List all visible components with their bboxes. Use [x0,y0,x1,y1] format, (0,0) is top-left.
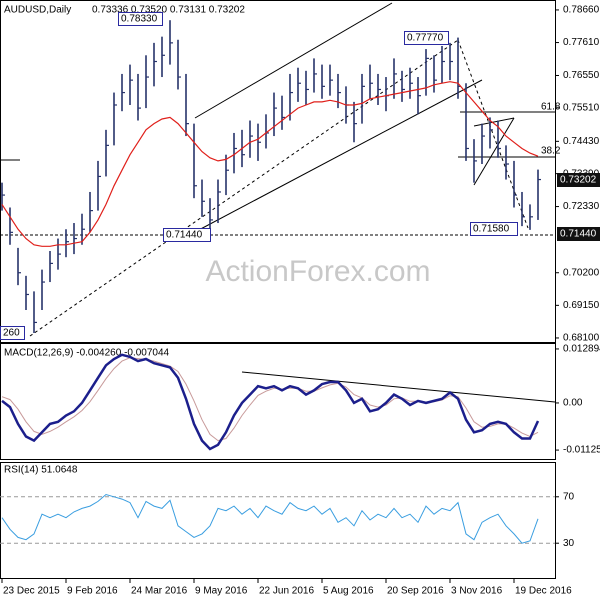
triangle-upper [473,117,515,127]
annotation-box [404,31,449,45]
watermark: ActionForex.com [205,255,430,288]
x-tick-label: 9 May 2016 [195,586,248,597]
macd-title: MACD(12,26,9) -0.004260 -0.007044 [4,348,170,359]
rsi-line [1,493,539,544]
decline-dashed [457,39,529,229]
annotation-box [0,326,25,340]
x-tick-label: 20 Sep 2016 [387,586,444,597]
annotation: 0.77770 [407,33,444,44]
annotation-box [470,222,518,236]
macd-panel [0,343,556,460]
price-panel [0,0,556,343]
y-tick-label: 0.70200 [563,267,600,278]
y-tick-label: 0.68100 [563,333,600,344]
rsi-title: RSI(14) 51.0648 [4,465,78,476]
x-tick-label: 5 Aug 2016 [323,586,374,597]
channel-lower [194,79,483,233]
x-tick-label: 3 Nov 2016 [451,586,503,597]
annotation: 0.71580 [473,224,510,235]
triangle-lower [473,117,515,186]
chart-title: AUDUSD,Daily [4,5,71,16]
annotation-box [163,228,211,242]
channel-upper [194,2,393,119]
annotation-box [118,12,163,26]
ohlc-header: 0.73336 0.73520 0.73131 0.73202 [92,5,245,16]
price-label-box [557,173,600,187]
x-tick-label: 9 Feb 2016 [67,586,118,597]
annotation: 61.8 [541,102,561,113]
annotation: 0.78330 [121,14,158,25]
price-label-box [557,227,600,241]
y-tick-label: 0.77610 [563,37,600,48]
x-tick-label: 19 Dec 2016 [515,586,572,597]
y-tick-label: 0.76550 [563,70,600,81]
y-tick-label: 30 [563,538,575,549]
macd-trend-line [241,371,556,403]
y-tick-label: 0.00 [563,398,583,409]
y-tick-label: 0.74430 [563,136,600,147]
price-label: 0.71440 [560,229,597,240]
y-tick-label: 0.78660 [563,5,600,16]
y-tick-label: 0.012894 [563,344,600,355]
y-tick-label: 0.69150 [563,300,600,311]
y-tick-label: -0.011253 [563,445,600,456]
x-tick-label: 23 Dec 2015 [3,586,60,597]
y-tick-label: 0.75510 [563,102,600,113]
y-tick-label: 0.72330 [563,201,600,212]
rsi-panel [0,462,556,579]
annotation: 260 [3,328,20,339]
annotation: 38.2 [541,146,561,157]
x-tick-label: 24 Mar 2016 [131,586,188,597]
annotation: 0.71440 [166,230,203,241]
signal-line [1,357,539,442]
y-tick-label: 70 [563,491,575,502]
macd-line [1,353,540,451]
moving-average [1,81,539,247]
x-tick-label: 22 Jun 2016 [259,586,314,597]
price-label: 0.73202 [560,175,597,186]
